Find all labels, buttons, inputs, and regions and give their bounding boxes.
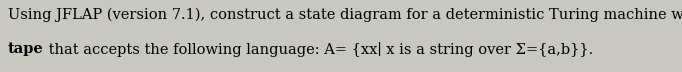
Text: that accepts the following language: A= {xx∣ x is a string over Σ={a,b}}.: that accepts the following language: A= … [44,42,593,57]
Text: Using JFLAP (version 7.1), construct a state diagram for a deterministic Turing : Using JFLAP (version 7.1), construct a s… [8,8,682,22]
Text: tape: tape [8,42,44,56]
